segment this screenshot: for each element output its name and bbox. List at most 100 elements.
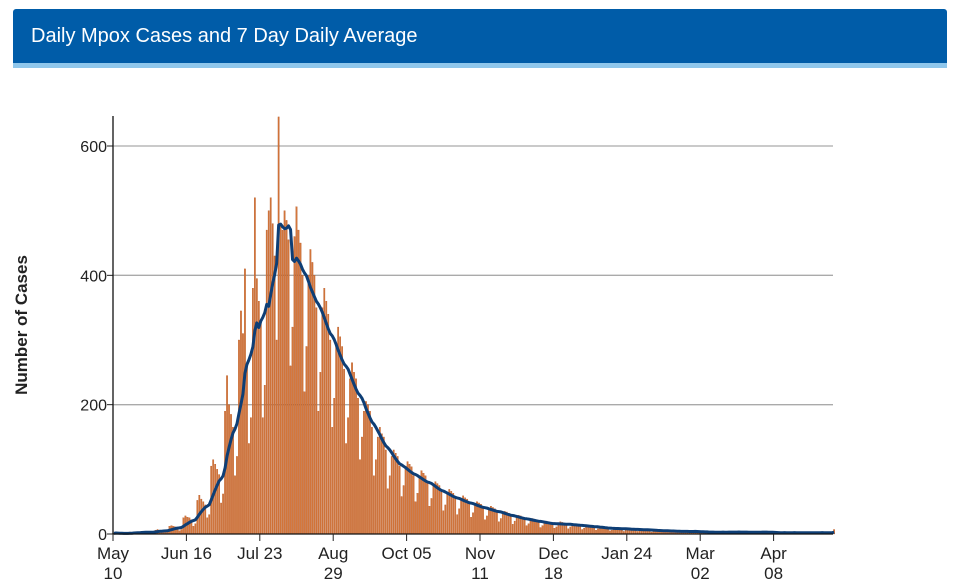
- daily-bar: [507, 513, 510, 535]
- daily-bar: [283, 210, 286, 535]
- daily-bar: [426, 483, 429, 535]
- daily-bar: [470, 517, 472, 535]
- daily-bar: [222, 493, 224, 535]
- daily-bar: [353, 372, 355, 535]
- daily-bar: [359, 459, 361, 535]
- daily-bar: [515, 517, 518, 535]
- daily-bar: [289, 365, 292, 535]
- x-tick-label: Nov: [465, 544, 496, 563]
- daily-bar: [303, 391, 306, 535]
- daily-bar: [271, 223, 274, 535]
- daily-bar: [438, 485, 441, 535]
- daily-bar: [208, 514, 211, 535]
- daily-bar: [240, 310, 242, 535]
- daily-bar: [285, 220, 288, 535]
- daily-bar: [369, 410, 371, 535]
- daily-bar: [311, 262, 314, 535]
- daily-bar: [220, 502, 222, 535]
- daily-bar: [242, 333, 244, 535]
- daily-bar: [267, 210, 270, 535]
- daily-bar: [373, 475, 375, 535]
- chart-title: Daily Mpox Cases and 7 Day Daily Average: [31, 25, 418, 47]
- daily-bar: [460, 498, 463, 535]
- daily-bar: [238, 339, 240, 535]
- seven-day-average-line: [113, 222, 835, 535]
- x-tick-label-line2: 11: [471, 564, 489, 583]
- y-axis-label: Number of Cases: [12, 255, 31, 395]
- daily-bar: [511, 524, 514, 535]
- daily-bar: [202, 501, 205, 535]
- daily-bar: [537, 521, 540, 535]
- x-tick-label: Jul 23: [237, 544, 282, 563]
- daily-bar: [555, 526, 558, 535]
- daily-bar: [337, 326, 340, 535]
- daily-bar: [339, 336, 342, 535]
- daily-bar: [277, 116, 280, 535]
- daily-bar: [325, 301, 328, 535]
- daily-bar: [351, 362, 353, 535]
- daily-bar: [440, 491, 443, 535]
- daily-bar: [341, 346, 343, 535]
- daily-bar: [265, 229, 268, 535]
- daily-bar: [380, 433, 383, 535]
- daily-bar: [367, 404, 369, 535]
- daily-bar: [343, 368, 345, 535]
- daily-bar: [375, 459, 377, 535]
- daily-bar: [273, 255, 276, 535]
- daily-bar: [363, 410, 365, 535]
- daily-bar: [597, 528, 599, 535]
- daily-bar: [428, 506, 431, 535]
- y-tick-label: 200: [80, 398, 107, 415]
- daily-bar: [482, 507, 484, 535]
- daily-bar: [357, 398, 359, 535]
- daily-bar: [291, 326, 294, 535]
- daily-bar: [234, 475, 236, 535]
- daily-bar: [404, 465, 407, 535]
- daily-bar: [261, 417, 264, 535]
- x-tick-label-line2: 29: [324, 564, 343, 583]
- daily-bar: [259, 320, 262, 535]
- daily-bar: [400, 496, 403, 535]
- daily-bar: [498, 521, 500, 535]
- x-tick-label: Apr: [760, 544, 787, 563]
- daily-bar: [335, 343, 338, 535]
- y-tick-label: 600: [80, 139, 107, 156]
- daily-bar: [180, 529, 183, 535]
- daily-bar: [414, 501, 417, 535]
- daily-bar: [321, 307, 324, 535]
- daily-bar: [430, 498, 433, 535]
- daily-bar: [317, 410, 320, 535]
- daily-bar: [248, 443, 250, 535]
- daily-bar: [365, 401, 367, 535]
- daily-bar: [446, 493, 449, 535]
- x-tick-label-line2: 18: [544, 564, 563, 583]
- daily-bar: [501, 513, 504, 535]
- daily-bar: [450, 491, 453, 535]
- daily-bar: [432, 485, 435, 535]
- daily-bar: [523, 518, 526, 535]
- daily-bar: [192, 526, 195, 535]
- daily-bar: [398, 465, 401, 535]
- daily-bar: [263, 385, 266, 535]
- daily-bar: [412, 475, 415, 535]
- daily-bar: [236, 456, 238, 535]
- daily-bar: [287, 239, 290, 535]
- daily-bar: [494, 508, 496, 535]
- daily-bar: [386, 488, 389, 535]
- daily-bar: [214, 464, 217, 535]
- x-tick-label: Jun 16: [161, 544, 212, 563]
- daily-bar: [307, 275, 310, 535]
- daily-bar: [452, 493, 455, 535]
- daily-bar: [252, 288, 254, 535]
- daily-bar: [509, 515, 512, 535]
- daily-bar: [315, 307, 318, 535]
- daily-bar: [581, 529, 584, 535]
- daily-bar: [422, 473, 425, 535]
- daily-bar: [305, 346, 308, 535]
- daily-bar: [539, 527, 542, 535]
- daily-bar: [416, 493, 419, 535]
- daily-bar: [458, 508, 461, 535]
- daily-bar: [406, 461, 409, 535]
- daily-bar: [319, 372, 322, 535]
